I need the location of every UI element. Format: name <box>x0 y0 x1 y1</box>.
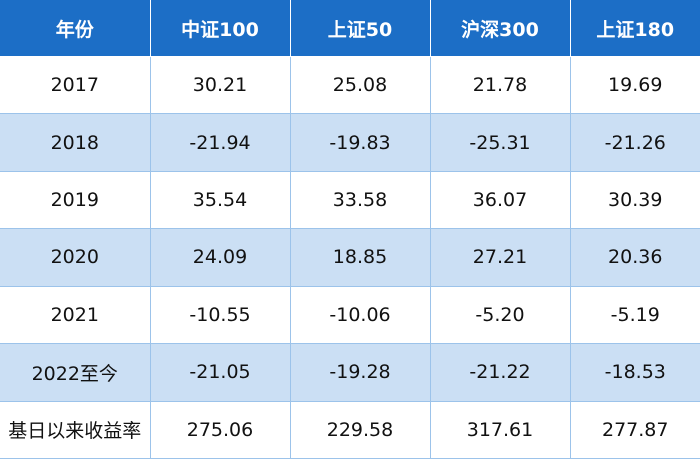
header-cell: 年份 <box>0 0 151 57</box>
table-cell: -19.83 <box>289 113 431 172</box>
table-cell: -10.06 <box>289 285 431 345</box>
table-cell: -19.28 <box>289 343 431 402</box>
table-row: 2018 -21.94 -19.83 -25.31 -21.26 <box>0 113 700 172</box>
table-cell: -21.22 <box>429 343 571 402</box>
row-label: 2018 <box>0 113 151 172</box>
table-cell: -5.20 <box>429 285 571 345</box>
table-cell: 18.85 <box>289 228 431 287</box>
row-label: 基日以来收益率 <box>0 400 151 459</box>
table-cell: 19.69 <box>569 55 700 115</box>
table-cell: 20.36 <box>569 228 700 287</box>
table-cell: 21.78 <box>429 55 571 115</box>
header-cell: 沪深300 <box>429 0 571 57</box>
table-cell: 36.07 <box>429 170 571 230</box>
header-cell: 中证100 <box>149 0 291 57</box>
header-cell: 上证180 <box>569 0 700 57</box>
table-row: 2020 24.09 18.85 27.21 20.36 <box>0 228 700 287</box>
table-cell: 25.08 <box>289 55 431 115</box>
table-row: 2022至今 -21.05 -19.28 -21.22 -18.53 <box>0 343 700 402</box>
table-cell: 30.21 <box>149 55 291 115</box>
table-row: 基日以来收益率 275.06 229.58 317.61 277.87 <box>0 400 700 459</box>
table-cell: -21.05 <box>149 343 291 402</box>
table-cell: -25.31 <box>429 113 571 172</box>
header-row: 年份 中证100 上证50 沪深300 上证180 <box>0 0 700 57</box>
row-label: 2021 <box>0 285 151 345</box>
table-cell: 229.58 <box>289 400 431 459</box>
table-cell: 35.54 <box>149 170 291 230</box>
row-label: 2017 <box>0 55 151 115</box>
row-label: 2022至今 <box>0 343 151 402</box>
table-cell: 277.87 <box>569 400 700 459</box>
table-cell: 275.06 <box>149 400 291 459</box>
table-cell: 27.21 <box>429 228 571 287</box>
table-cell: -18.53 <box>569 343 700 402</box>
table-cell: 33.58 <box>289 170 431 230</box>
row-label: 2019 <box>0 170 151 230</box>
table-cell: -10.55 <box>149 285 291 345</box>
row-label: 2020 <box>0 228 151 287</box>
table-body: 2017 30.21 25.08 21.78 19.69 2018 -21.94 -19.83… <box>0 55 700 459</box>
table-cell: 317.61 <box>429 400 571 459</box>
table-cell: 24.09 <box>149 228 291 287</box>
table-row: 2019 35.54 33.58 36.07 30.39 <box>0 170 700 230</box>
table-cell: 30.39 <box>569 170 700 230</box>
table-header: 年份 中证100 上证50 沪深300 上证180 <box>0 0 700 57</box>
table-row: 2017 30.21 25.08 21.78 19.69 <box>0 55 700 115</box>
table-cell: -21.26 <box>569 113 700 172</box>
table-cell: -21.94 <box>149 113 291 172</box>
table-row: 2021 -10.55 -10.06 -5.20 -5.19 <box>0 285 700 345</box>
header-cell: 上证50 <box>289 0 431 57</box>
table-cell: -5.19 <box>569 285 700 345</box>
